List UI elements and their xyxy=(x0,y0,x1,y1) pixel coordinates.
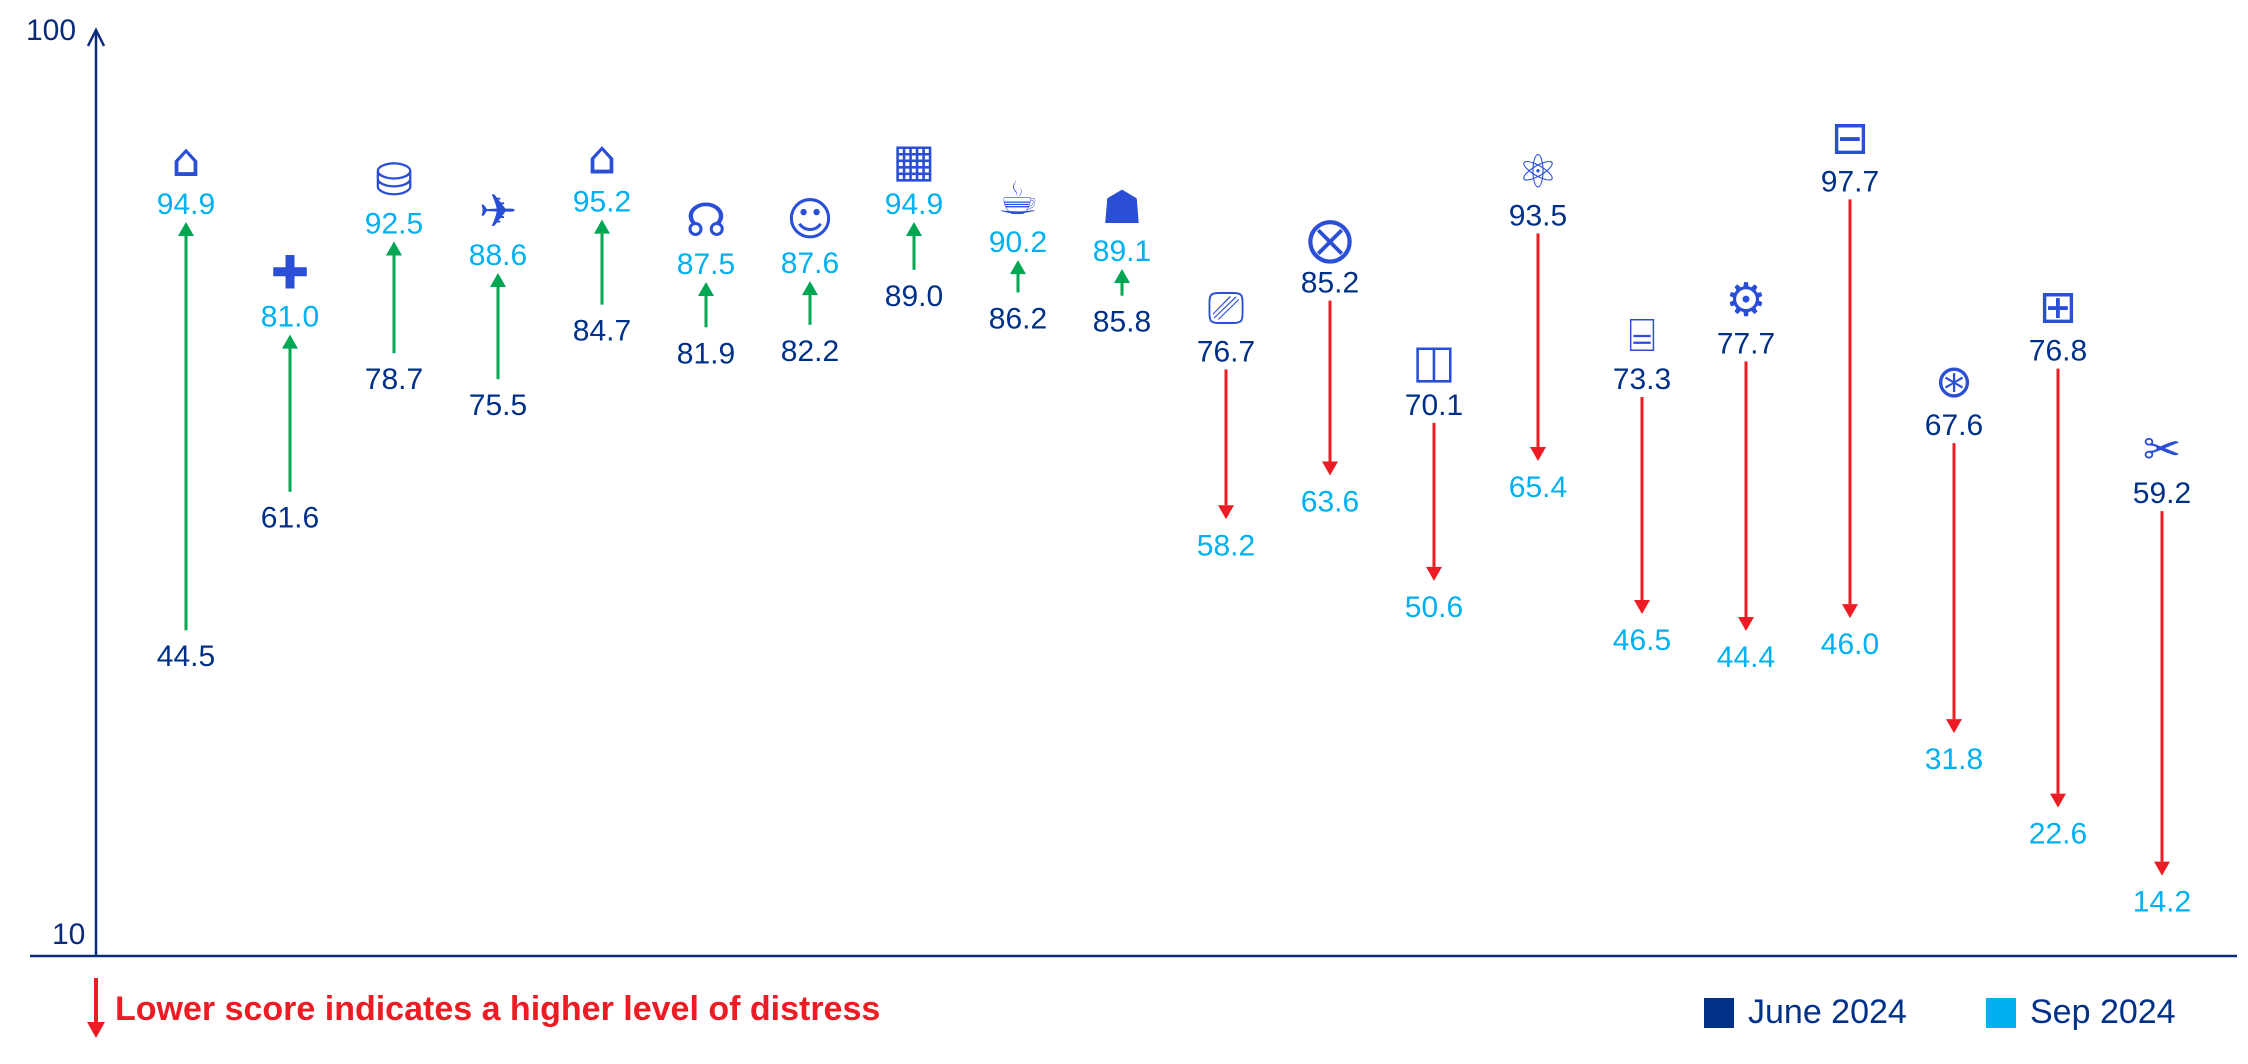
sep-value-label: 92.5 xyxy=(365,207,423,240)
change-arrow-head xyxy=(594,219,610,234)
legend-swatch-sep xyxy=(1986,997,2016,1028)
video-camera-icon: ⎚ xyxy=(1208,280,1245,334)
hand-house-icon: ⌂ xyxy=(171,133,200,187)
sep-value-label: 89.1 xyxy=(1093,235,1151,268)
june-value-label: 85.8 xyxy=(1093,306,1151,339)
change-arrow-head xyxy=(1634,600,1650,615)
network-icon: ⊛ xyxy=(1935,354,1974,408)
legend-label: Sep 2024 xyxy=(2030,993,2176,1031)
sep-value-label: 14.2 xyxy=(2133,886,2191,919)
june-value-label: 81.9 xyxy=(677,337,735,370)
sep-value-label: 58.2 xyxy=(1197,529,1255,562)
june-value-label: 82.2 xyxy=(781,335,839,368)
june-value-label: 67.6 xyxy=(1925,409,1983,442)
fast-food-icon: ☕ xyxy=(997,171,1038,225)
sep-value-label: 94.9 xyxy=(885,188,943,221)
june-value-label: 59.2 xyxy=(2133,477,2191,510)
june-value-label: 76.8 xyxy=(2029,335,2087,368)
people-icon: ☺ xyxy=(786,192,834,246)
change-arrow-head xyxy=(178,222,194,236)
sep-value-label: 87.5 xyxy=(677,248,735,281)
change-arrow-head xyxy=(1322,461,1338,476)
house-icon: ⌂ xyxy=(587,131,616,185)
june-value-label: 97.7 xyxy=(1821,165,1879,198)
june-value-label: 61.6 xyxy=(261,502,319,535)
sep-value-label: 46.0 xyxy=(1821,628,1879,661)
change-arrow-head xyxy=(490,273,506,288)
analytics-chart-icon: ◫ xyxy=(1412,334,1455,388)
legend-swatch-june xyxy=(1704,997,1734,1028)
june-value-label: 84.7 xyxy=(573,315,631,348)
june-value-label: 73.3 xyxy=(1613,363,1671,396)
june-value-label: 77.7 xyxy=(1717,327,1775,360)
legend-sep-2024: Sep 2024 xyxy=(1986,993,2176,1032)
y-tick-label-10: 10 xyxy=(52,918,86,951)
change-arrow-head xyxy=(1218,505,1234,520)
june-value-label: 44.5 xyxy=(157,640,215,673)
june-value-label: 85.2 xyxy=(1301,267,1359,300)
change-arrow-head xyxy=(1426,566,1442,581)
change-arrow-head xyxy=(1114,268,1130,283)
y-tick-label-100: 100 xyxy=(26,14,77,47)
gear-icon: ⚙ xyxy=(1725,272,1766,326)
sep-value-label: 31.8 xyxy=(1925,743,1983,776)
train-icon: ⊟ xyxy=(1831,110,1870,164)
change-arrow-head xyxy=(1842,604,1858,619)
headset-icon: ☊ xyxy=(686,193,727,247)
change-arrow-head xyxy=(906,222,922,236)
change-arrow-head xyxy=(1946,719,1962,734)
distress-note: Lower score indicates a higher level of … xyxy=(115,990,881,1028)
down-arrow-icon xyxy=(87,978,105,1038)
sep-value-label: 50.6 xyxy=(1405,591,1463,624)
sep-value-label: 88.6 xyxy=(469,239,527,272)
june-value-label: 78.7 xyxy=(365,363,423,396)
sep-value-label: 90.2 xyxy=(989,226,1047,259)
june-value-label: 86.2 xyxy=(989,302,1047,335)
change-arrow-head xyxy=(1738,617,1754,632)
airplane-icon: ✈ xyxy=(479,184,518,238)
building-icon: ▦ xyxy=(892,133,935,187)
sep-value-label: 46.5 xyxy=(1613,624,1671,657)
change-arrow-head xyxy=(2050,793,2066,808)
construction-worker-icon: ☗ xyxy=(1101,180,1142,234)
sep-value-label: 81.0 xyxy=(261,301,319,334)
hierarchy-icon: ⊞ xyxy=(2039,280,2078,334)
legend-june-2024: June 2024 xyxy=(1704,993,1907,1032)
restaurant-icon: ⨂ xyxy=(1307,212,1353,266)
hand-medical-icon: ✚ xyxy=(271,246,310,300)
sep-value-label: 63.6 xyxy=(1301,486,1359,519)
sep-value-label: 22.6 xyxy=(2029,818,2087,851)
tools-icon: ✂ xyxy=(2143,422,2182,476)
atom-icon: ⚛ xyxy=(1517,144,1558,198)
sep-value-label: 44.4 xyxy=(1717,641,1775,674)
change-arrow-head xyxy=(698,281,714,296)
june-value-label: 75.5 xyxy=(469,389,527,422)
legend-label: June 2024 xyxy=(1748,993,1907,1031)
change-arrow-head xyxy=(802,281,818,296)
june-value-label: 89.0 xyxy=(885,280,943,313)
june-value-label: 76.7 xyxy=(1197,335,1255,368)
june-value-label: 93.5 xyxy=(1509,199,1567,232)
sep-value-label: 94.9 xyxy=(157,188,215,221)
sep-value-label: 87.6 xyxy=(781,247,839,280)
factory-icon: ⌸ xyxy=(1628,308,1656,362)
change-arrow-head xyxy=(386,241,402,256)
change-arrow-head xyxy=(282,334,298,349)
change-arrow-head xyxy=(2154,861,2170,876)
sep-value-label: 65.4 xyxy=(1509,471,1567,504)
change-arrow-head xyxy=(1530,446,1546,461)
june-value-label: 70.1 xyxy=(1405,389,1463,422)
y-axis-arrowhead xyxy=(86,27,106,47)
hand-coins-icon: ⛁ xyxy=(375,152,414,206)
change-arrow-head xyxy=(1010,260,1026,275)
sep-value-label: 95.2 xyxy=(573,186,631,219)
